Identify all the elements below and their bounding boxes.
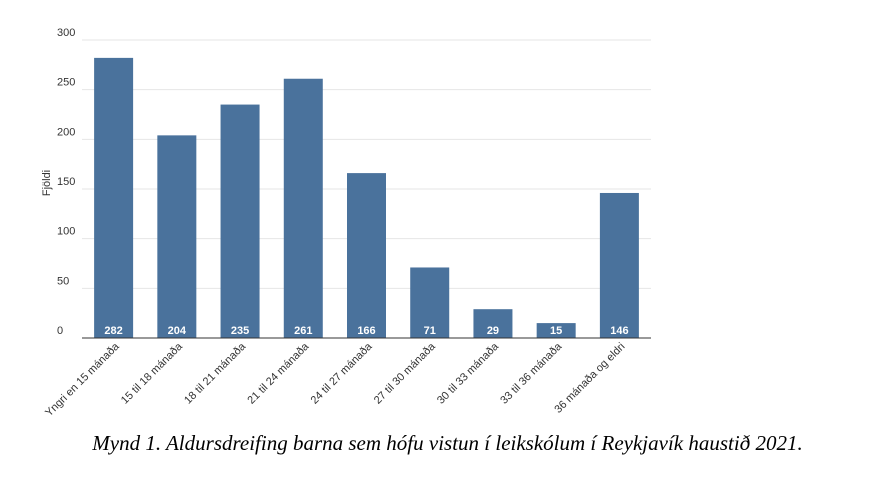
x-tick-label: 27 til 30 mánaða (372, 340, 439, 407)
data-label: 235 (231, 325, 249, 337)
data-label: 146 (610, 325, 628, 337)
y-tick-label: 100 (57, 226, 75, 238)
data-label: 15 (550, 325, 562, 337)
bar (283, 78, 323, 339)
bar (157, 135, 197, 338)
figure-caption: Mynd 1. Aldursdreifing barna sem hófu vi… (92, 431, 803, 455)
y-tick-label: 0 (57, 325, 63, 337)
bar (410, 267, 450, 338)
y-tick-label: 300 (57, 27, 75, 39)
bar (220, 104, 260, 338)
y-tick-label: 250 (57, 77, 75, 89)
bar-chart: 282 204 235 261 166 71 29 15 146 0 50 100 150 200 250… (41, 27, 651, 419)
bar (473, 309, 513, 338)
x-tick-label: 24 til 27 mánaða (309, 340, 376, 407)
data-label: 204 (168, 325, 187, 337)
x-tick-label: 18 til 21 mánaða (182, 340, 249, 407)
y-tick-label: 50 (57, 275, 69, 287)
bar (599, 192, 639, 338)
bar (347, 173, 386, 338)
data-label: 29 (487, 325, 499, 337)
y-tick-label: 200 (57, 126, 75, 138)
x-tick-label: 30 til 33 mánaða (435, 340, 502, 407)
x-tick-label: Yngri en 15 mánaða (43, 340, 122, 419)
bar (94, 57, 134, 338)
data-label: 71 (424, 325, 436, 337)
data-label: 282 (104, 325, 122, 337)
x-tick-label: 33 til 36 mánaða (498, 340, 565, 407)
data-label: 166 (357, 325, 375, 337)
x-tick-label: 21 til 24 mánaða (245, 340, 312, 407)
x-tick-label: 15 til 18 mánaða (119, 340, 186, 407)
y-axis-label: Fjöldi (41, 170, 53, 196)
y-tick-label: 150 (57, 176, 75, 188)
bars: 282 204 235 261 166 71 29 15 146 (94, 57, 639, 339)
data-label: 261 (294, 325, 312, 337)
x-tick-label: 36 mánaða og eldri (552, 341, 627, 416)
bar (536, 323, 576, 338)
